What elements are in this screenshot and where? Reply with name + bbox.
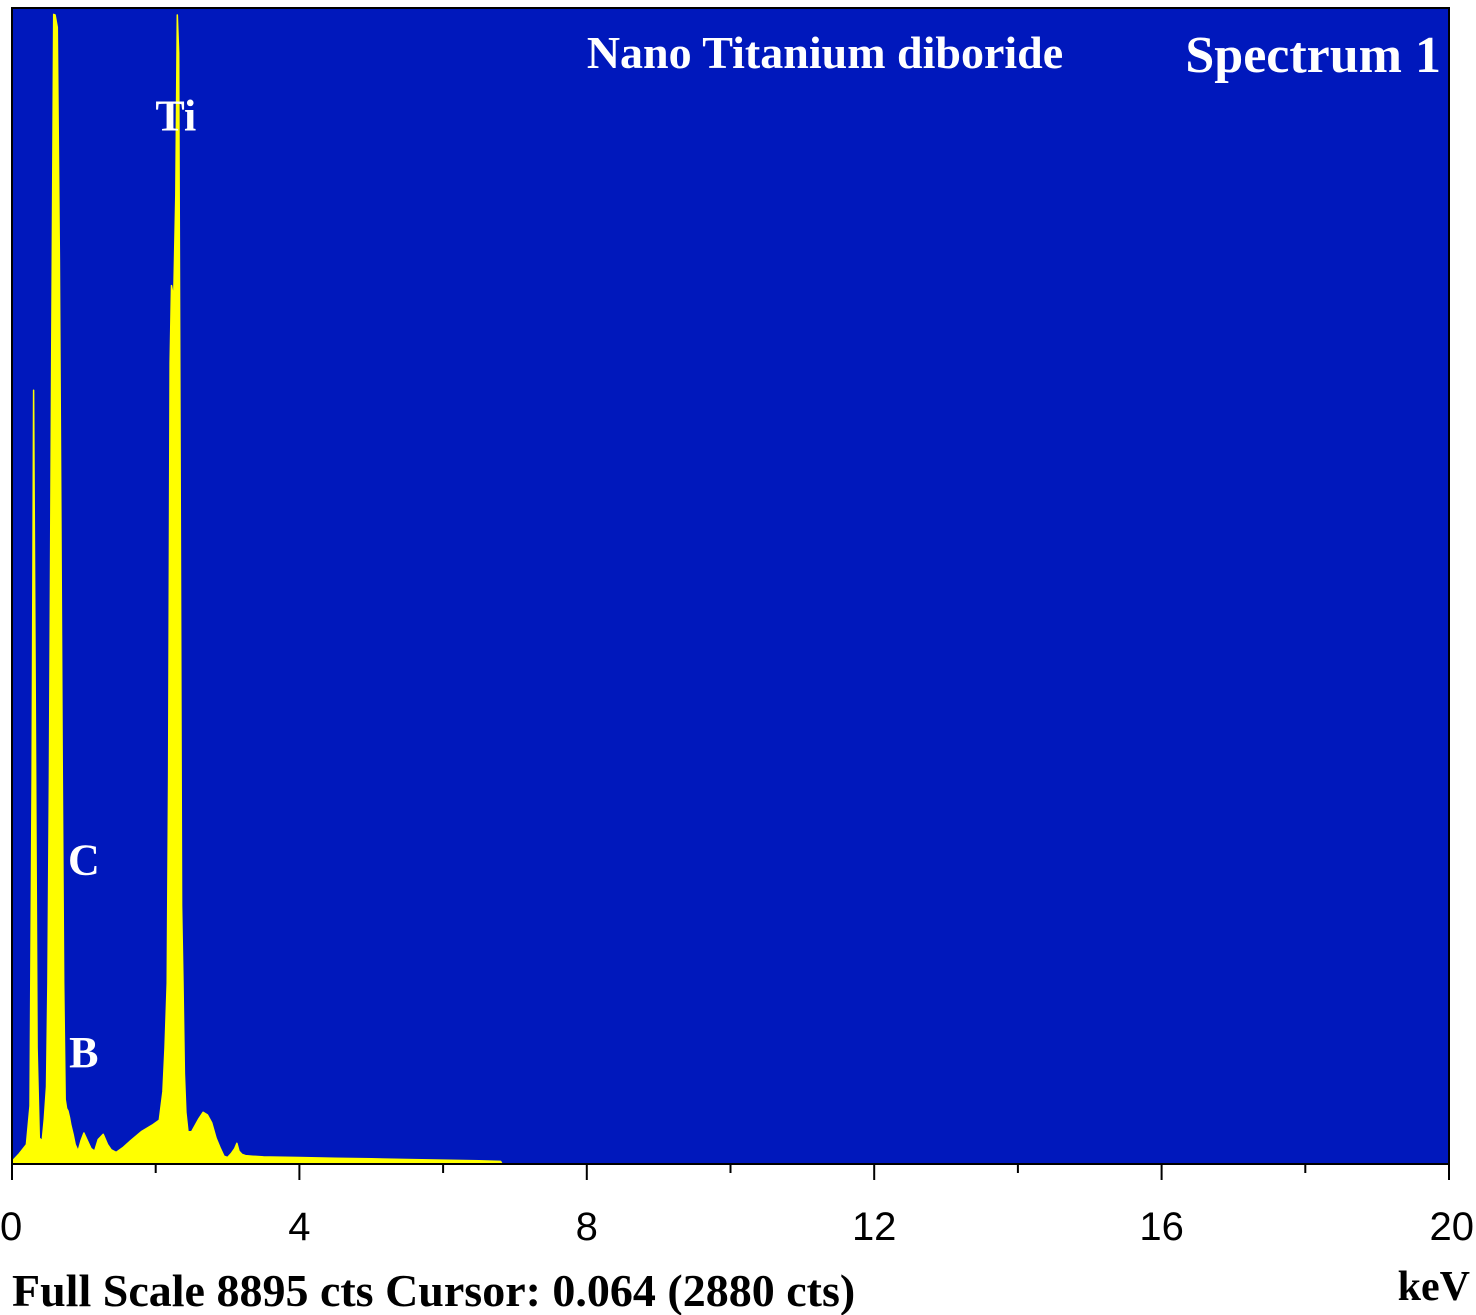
- plot-area: [12, 8, 1449, 1164]
- x-tick-label: 8: [576, 1205, 598, 1249]
- series-layer: [11, 13, 1450, 1165]
- peak-label-ti: Ti: [155, 92, 196, 141]
- peak-label-b: B: [69, 1028, 98, 1077]
- x-tick-label: 16: [1139, 1205, 1184, 1249]
- chart-title: Nano Titanium diboride: [587, 27, 1063, 78]
- x-tick-label: 12: [852, 1205, 897, 1249]
- x-tick-label: 0: [0, 1205, 22, 1249]
- x-tick-label: 20: [1430, 1205, 1475, 1249]
- x-axis-label: keV: [1398, 1264, 1470, 1310]
- peak-label-layer: Ti C B: [68, 92, 196, 1078]
- spectrum-series-0: [11, 13, 1450, 1165]
- spectrum-label: Spectrum 1: [1185, 27, 1441, 84]
- x-tick-label: 4: [288, 1205, 310, 1249]
- x-axis-ticks: 0 4 8 12 16 20: [0, 1164, 1474, 1249]
- footer-status: Full Scale 8895 cts Cursor: 0.064 (2880 …: [12, 1265, 855, 1315]
- peak-label-c: C: [68, 836, 100, 885]
